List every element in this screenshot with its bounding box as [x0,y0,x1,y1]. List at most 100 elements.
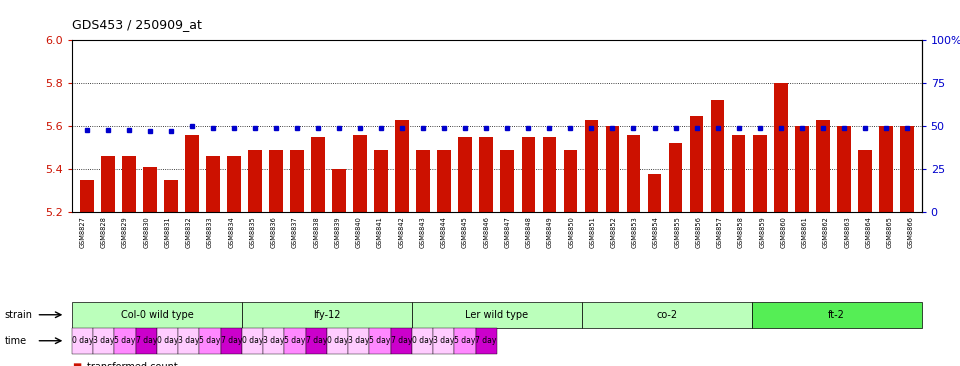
Text: GSM8836: GSM8836 [271,216,276,248]
Text: GSM8848: GSM8848 [526,216,532,248]
Bar [585,120,598,212]
Bar [627,135,640,212]
Text: transformed count: transformed count [87,362,179,366]
Text: Col-0 wild type: Col-0 wild type [121,310,193,320]
Text: GSM8837: GSM8837 [292,216,298,248]
Text: GSM8861: GSM8861 [802,216,807,248]
Bar [837,126,851,212]
Text: GSM8845: GSM8845 [462,216,468,248]
Text: 3 day: 3 day [179,336,200,345]
Bar [290,150,304,212]
Text: 5 day: 5 day [200,336,221,345]
Bar [374,150,388,212]
Text: GSM8840: GSM8840 [356,216,362,248]
Bar [164,180,178,212]
Text: 3 day: 3 day [263,336,284,345]
Text: GSM8843: GSM8843 [420,216,425,248]
Bar [417,150,430,212]
Bar [396,120,409,212]
Bar [438,150,451,212]
Bar [101,156,114,212]
Text: GSM8857: GSM8857 [717,216,723,248]
Text: ft-2: ft-2 [828,310,845,320]
Text: GSM8849: GSM8849 [547,216,553,248]
Text: GSM8844: GSM8844 [441,216,446,248]
Bar [459,137,472,212]
Bar [900,126,914,212]
Text: GSM8827: GSM8827 [80,216,85,248]
Text: 5 day: 5 day [284,336,305,345]
Text: GSM8847: GSM8847 [504,216,511,248]
Bar [732,135,746,212]
Text: GSM8865: GSM8865 [887,216,893,248]
Text: GDS453 / 250909_at: GDS453 / 250909_at [72,18,202,31]
Text: 0 day: 0 day [156,336,179,345]
Text: GSM8863: GSM8863 [844,216,851,248]
Bar [858,150,872,212]
Text: GSM8859: GSM8859 [759,216,765,248]
Text: Ler wild type: Ler wild type [466,310,528,320]
Text: GSM8850: GSM8850 [568,216,574,248]
Text: GSM8866: GSM8866 [908,216,914,248]
Bar [879,126,893,212]
Bar [689,116,704,212]
Text: 7 day: 7 day [135,336,157,345]
Text: co-2: co-2 [656,310,678,320]
Bar [710,101,725,212]
Text: GSM8858: GSM8858 [738,216,744,248]
Text: GSM8835: GSM8835 [250,216,255,248]
Text: strain: strain [5,310,33,320]
Text: GSM8841: GSM8841 [377,216,383,248]
Bar [122,156,135,212]
Text: GSM8852: GSM8852 [611,216,616,248]
Text: 5 day: 5 day [114,336,135,345]
Bar [816,120,829,212]
Text: time: time [5,336,27,346]
Text: GSM8831: GSM8831 [164,216,171,247]
Text: GSM8853: GSM8853 [632,216,637,248]
Bar [248,150,262,212]
Text: GSM8834: GSM8834 [228,216,234,248]
Bar [795,126,808,212]
Text: 7 day: 7 day [221,336,242,345]
Bar [353,135,367,212]
Text: GSM8829: GSM8829 [122,216,128,248]
Bar [269,150,283,212]
Text: GSM8855: GSM8855 [674,216,681,248]
Bar [143,167,156,212]
Text: GSM8830: GSM8830 [143,216,150,248]
Bar [500,150,515,212]
Text: GSM8832: GSM8832 [186,216,192,248]
Bar [80,180,93,212]
Bar [774,83,787,212]
Bar [648,173,661,212]
Bar [542,137,556,212]
Bar [479,137,493,212]
Text: 7 day: 7 day [475,336,497,345]
Text: GSM8851: GSM8851 [589,216,595,248]
Bar [753,135,766,212]
Text: 0 day: 0 day [72,336,93,345]
Text: GSM8833: GSM8833 [207,216,213,247]
Text: GSM8842: GSM8842 [398,216,404,248]
Bar [311,137,324,212]
Text: GSM8864: GSM8864 [866,216,872,248]
Text: 0 day: 0 day [326,336,348,345]
Text: 7 day: 7 day [305,336,327,345]
Text: GSM8856: GSM8856 [696,216,702,248]
Text: 3 day: 3 day [93,336,114,345]
Bar [228,156,241,212]
Text: GSM8839: GSM8839 [334,216,341,247]
Text: GSM8860: GSM8860 [780,216,786,248]
Text: 3 day: 3 day [348,336,370,345]
Text: 7 day: 7 day [391,336,412,345]
Text: 0 day: 0 day [412,336,433,345]
Text: 5 day: 5 day [370,336,391,345]
Bar [206,156,220,212]
Bar [606,126,619,212]
Text: GSM8846: GSM8846 [483,216,490,248]
Text: GSM8838: GSM8838 [313,216,320,248]
Bar [521,137,535,212]
Text: lfy-12: lfy-12 [313,310,341,320]
Text: GSM8854: GSM8854 [653,216,660,248]
